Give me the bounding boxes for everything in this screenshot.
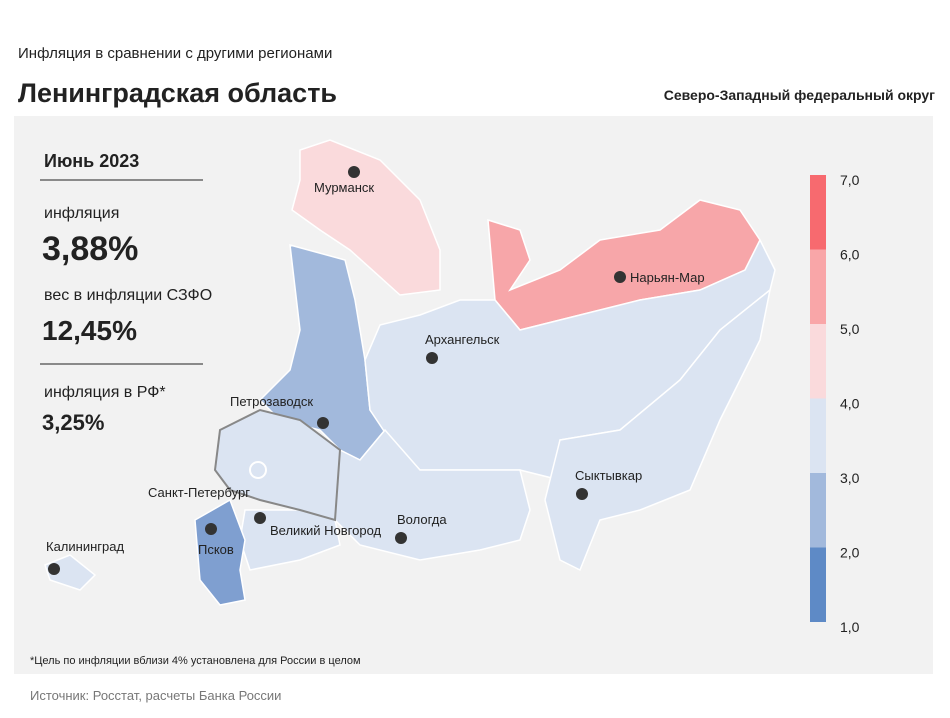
city-dot <box>395 532 407 544</box>
cities: Мурманск Нарьян-Мар Архангельск Петрозав… <box>46 166 705 575</box>
legend-swatch <box>810 249 826 324</box>
title: Ленинградская область <box>18 78 337 108</box>
legend: 7,0 6,0 5,0 4,0 3,0 2,0 1,0 <box>810 172 860 635</box>
regions <box>44 139 776 606</box>
legend-swatch <box>810 473 826 548</box>
legend-swatch <box>810 324 826 399</box>
city-dot <box>48 563 60 575</box>
legend-tick-label: 5,0 <box>840 321 860 337</box>
city-label: Калининград <box>46 539 124 554</box>
region <box>44 554 97 591</box>
rf-label: инфляция в РФ* <box>44 384 166 401</box>
city-label: Петрозаводск <box>230 394 313 409</box>
legend-swatch <box>810 175 826 250</box>
footnote: *Цель по инфляции вблизи 4% установлена … <box>30 655 361 667</box>
city-dot <box>205 523 217 535</box>
city-dot <box>249 461 267 479</box>
city-label: Вологда <box>397 512 447 527</box>
city-label: Псков <box>198 542 234 557</box>
city-label: Архангельск <box>425 332 500 347</box>
legend-tick-label: 1,0 <box>840 619 860 635</box>
region <box>544 288 772 572</box>
city-label: Санкт-Петербург <box>148 485 250 500</box>
city-dot <box>348 166 360 178</box>
city-dot <box>317 417 329 429</box>
legend-tick-label: 7,0 <box>840 172 860 188</box>
region <box>213 408 342 522</box>
legend-tick-label: 4,0 <box>840 396 860 412</box>
city-label: Великий Новгород <box>270 523 382 538</box>
city-dot <box>614 271 626 283</box>
region <box>291 139 441 296</box>
inflation-value: 3,88% <box>42 230 138 268</box>
subtitle: Инфляция в сравнении с другими регионами <box>18 45 332 62</box>
city-label: Нарьян-Мар <box>630 270 705 285</box>
city-label: Сыктывкар <box>575 468 642 483</box>
district: Северо-Западный федеральный округ <box>664 87 935 103</box>
weight-label: вес в инфляции СЗФО <box>44 287 212 304</box>
legend-swatch <box>810 547 826 622</box>
legend-tick-label: 6,0 <box>840 247 860 263</box>
legend-tick-label: 3,0 <box>840 470 860 486</box>
region <box>334 428 531 561</box>
legend-swatch <box>810 398 826 473</box>
city-dot <box>254 512 266 524</box>
city-dot <box>426 352 438 364</box>
period: Июнь 2023 <box>44 151 139 171</box>
rf-value: 3,25% <box>42 410 104 435</box>
city-dot <box>576 488 588 500</box>
city-label: Мурманск <box>314 180 374 195</box>
weight-value: 12,45% <box>42 315 137 346</box>
source: Источник: Росстат, расчеты Банка России <box>30 688 281 703</box>
inflation-label: инфляция <box>44 205 119 222</box>
legend-tick-label: 2,0 <box>840 545 860 561</box>
